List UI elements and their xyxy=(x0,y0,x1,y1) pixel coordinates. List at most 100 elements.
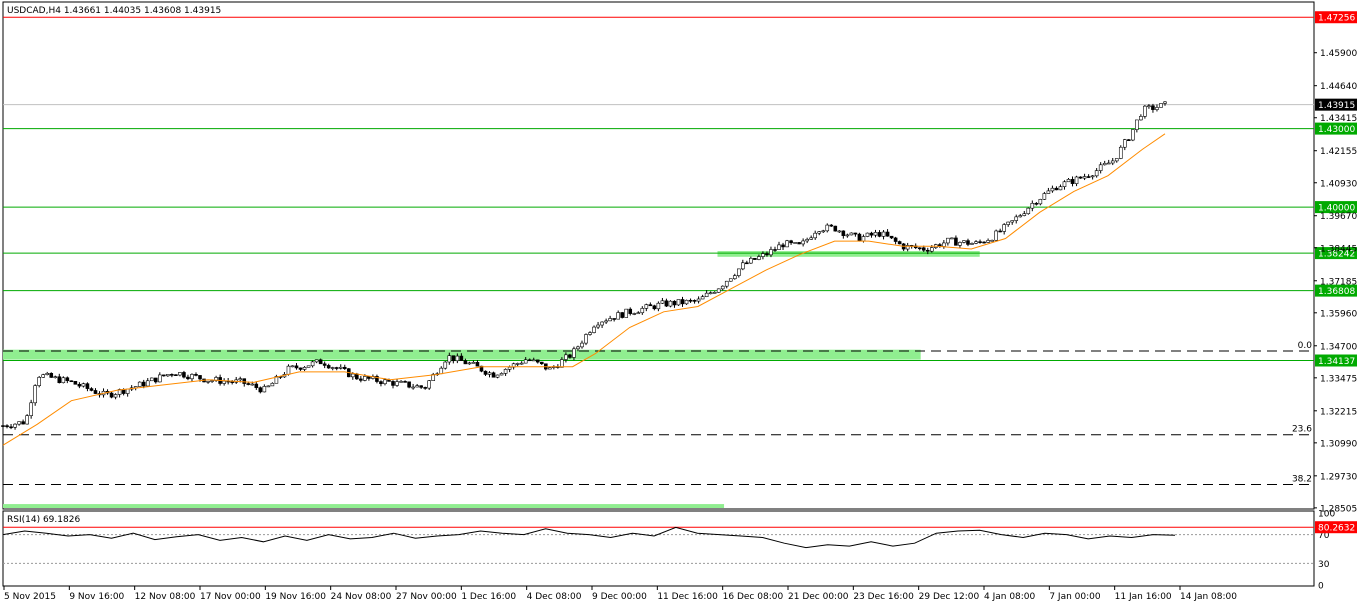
time-tick-label: 5 Nov 2015 xyxy=(4,592,56,602)
candle-body xyxy=(877,232,882,237)
candle-body xyxy=(1118,146,1123,159)
candle-body xyxy=(89,388,94,391)
rsi-overbought-label: 80.2632 xyxy=(1318,524,1355,534)
candle-body xyxy=(736,268,741,276)
candle-body xyxy=(817,231,822,234)
candle-body xyxy=(668,300,673,307)
price-tick-label: 1.37185 xyxy=(1320,277,1357,287)
candle-body xyxy=(1102,162,1107,166)
main-plot-frame xyxy=(2,1,1315,510)
candle-body xyxy=(403,381,407,383)
candle-body xyxy=(318,359,323,365)
candle-body xyxy=(158,374,162,383)
candle-body xyxy=(757,256,761,260)
price-tick-label: 1.29730 xyxy=(1320,472,1357,482)
price-tick-label: 1.32215 xyxy=(1320,407,1357,417)
candle-body xyxy=(5,425,9,428)
candle-body xyxy=(773,249,777,251)
candle-body xyxy=(65,377,70,382)
price-level-box xyxy=(1315,11,1357,24)
candle-body xyxy=(262,386,267,393)
candle-body xyxy=(182,372,186,378)
candle-body xyxy=(724,280,729,287)
candle-body xyxy=(338,366,343,369)
candle-body xyxy=(994,230,998,241)
candle-body xyxy=(1050,187,1055,192)
candle-body xyxy=(608,318,612,322)
candle-body xyxy=(186,376,190,380)
time-tick-label: 14 Jan 08:00 xyxy=(1180,592,1237,602)
candle-body xyxy=(612,318,616,320)
candle-body xyxy=(298,367,303,370)
candle-body xyxy=(624,308,629,318)
candle-body xyxy=(375,376,379,382)
support-zone xyxy=(3,504,725,508)
rsi-axis-label: 30 xyxy=(1318,560,1330,570)
candle-body xyxy=(447,355,452,363)
candle-body xyxy=(986,240,990,243)
price-level-label: 1.36808 xyxy=(1318,287,1355,297)
candle-body xyxy=(692,300,697,302)
price-tick-label: 1.44640 xyxy=(1320,82,1357,92)
time-tick-label: 21 Dec 00:00 xyxy=(788,592,849,602)
candle-body xyxy=(801,240,805,245)
candle-body xyxy=(588,332,592,335)
candle-body xyxy=(539,361,544,365)
candle-body xyxy=(628,308,633,314)
candle-body xyxy=(391,381,395,386)
price-tick-label: 1.43415 xyxy=(1320,114,1357,124)
candle-body xyxy=(1058,186,1063,191)
candle-body xyxy=(978,241,982,243)
candle-body xyxy=(419,385,423,388)
candle-body xyxy=(342,366,347,369)
candle-body xyxy=(712,292,717,294)
candle-body xyxy=(487,372,492,375)
rsi-overbought-box xyxy=(1315,521,1357,534)
price-level-box xyxy=(1315,247,1357,260)
time-tick-label: 19 Nov 16:00 xyxy=(265,592,326,602)
rsi-line xyxy=(2,526,1176,549)
candle-body xyxy=(885,231,890,237)
candle-body xyxy=(560,359,564,368)
candle-body xyxy=(656,302,661,310)
candle-body xyxy=(178,372,182,376)
time-tick-label: 4 Dec 08:00 xyxy=(527,592,582,602)
candle-body xyxy=(1163,101,1167,104)
time-tick-label: 16 Dec 08:00 xyxy=(723,592,784,602)
candle-body xyxy=(81,383,86,387)
candle-body xyxy=(531,359,536,362)
candle-body xyxy=(845,234,850,237)
candle-body xyxy=(1114,158,1119,162)
candle-body xyxy=(230,381,234,383)
candle-body xyxy=(765,253,769,256)
candle-body xyxy=(604,320,608,323)
candle-body xyxy=(592,326,596,333)
candle-body xyxy=(523,359,528,364)
candle-body xyxy=(33,385,37,404)
candle-body xyxy=(893,237,898,242)
candle-body xyxy=(37,376,41,386)
candle-body xyxy=(45,373,50,375)
candle-body xyxy=(1046,190,1051,194)
candle-body xyxy=(322,363,327,366)
candle-body xyxy=(194,374,198,376)
price-level-label: 1.34137 xyxy=(1318,357,1355,367)
candle-body xyxy=(1098,164,1103,171)
candle-body xyxy=(1066,179,1071,183)
candle-body xyxy=(720,285,725,290)
candle-body xyxy=(905,245,910,250)
candle-body xyxy=(423,387,427,389)
candle-body xyxy=(13,423,17,428)
candle-body xyxy=(777,244,781,250)
candle-body xyxy=(21,421,25,425)
candle-body xyxy=(982,241,986,244)
time-tick-label: 7 Jan 00:00 xyxy=(1049,592,1101,602)
candle-body xyxy=(1143,105,1147,117)
price-tick-label: 1.42155 xyxy=(1320,147,1357,157)
candle-body xyxy=(1042,193,1047,200)
candle-body xyxy=(411,386,415,389)
candle-body xyxy=(881,231,886,237)
candle-body xyxy=(660,300,665,304)
candle-body xyxy=(222,380,226,384)
